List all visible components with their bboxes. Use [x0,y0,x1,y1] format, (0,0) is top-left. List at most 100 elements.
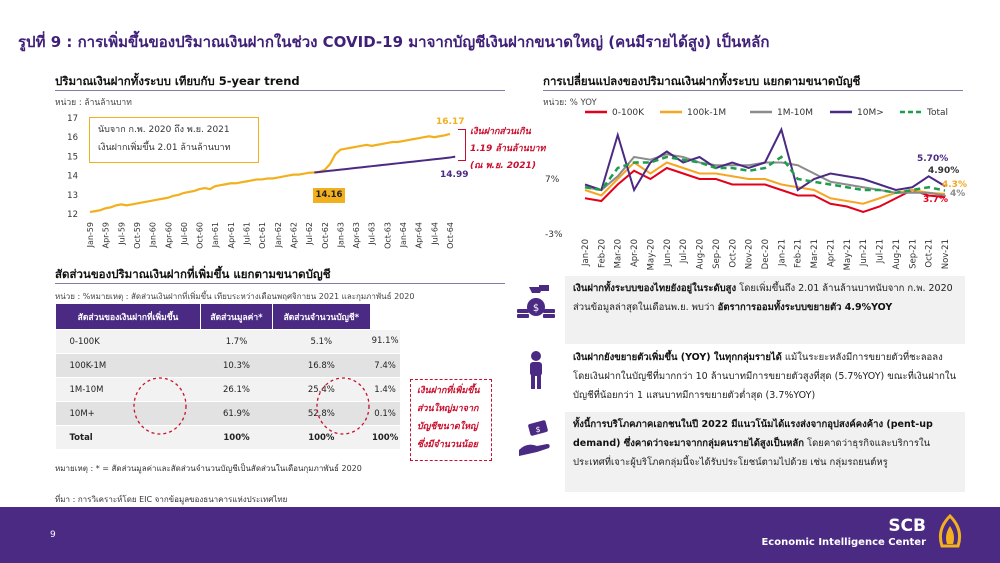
bullet-3-text: โดยคาดว่าธุรกิจและบริการในประเทศที่เจาะผ… [573,438,931,468]
table-cell: 100% [272,425,371,450]
info-box: นับจาก ก.พ. 2020 ถึง พ.ย. 2021 เงินฝากเพ… [89,117,259,163]
deposit-line [89,132,451,214]
table-cell: 26.1% [200,377,273,402]
table-cell: 5.1% [272,329,371,354]
trend-line [314,155,456,174]
y-tick-label: 14 [67,172,78,182]
person-icon [515,350,557,390]
callout-line: ส่วนใหญ่มาจาก [417,404,479,414]
deposit-trend-heading: ปริมาณเงินฝากทั้งระบบ เทียบกับ 5-year tr… [55,74,300,88]
x-tick-label: May-20 [646,239,656,270]
y-tick-label: 7% [545,175,560,185]
x-tick-label: Jul-20 [679,239,689,264]
hand-money-icon: $ [515,420,557,460]
callout-box: เงินฝากที่เพิ่มขึ้น ส่วนใหญ่มาจาก บัญชีข… [410,379,492,461]
x-tick-label: Jan-64 [399,222,408,248]
yoy-heading: การเปลี่ยนแปลงของปริมาณเงินฝากทั้งระบบ แ… [543,74,861,88]
end-value-label: 4% [950,189,965,199]
x-tick-label: Apr-61 [227,222,236,248]
table-header: สัดส่วนมูลค่า* [200,303,273,330]
legend-label: 1M-10M [777,108,813,118]
table-note: หมายเหตุ : * = สัดส่วนมูลค่าและสัดส่วนจำ… [55,464,362,473]
end-value-label: 4.3% [942,180,967,190]
y-tick-label: 17 [67,114,78,124]
table-cell: 91.1% [370,329,400,354]
page-number: 9 [50,530,56,540]
bullet-2: เงินฝากยังขยายตัวเพิ่มขึ้น (YOY) ในทุกกล… [565,345,965,407]
table-cell: 10.3% [200,353,273,378]
y-tick-label: 13 [67,191,78,201]
x-tick-label: Feb-20 [597,239,607,268]
table-row: 100K-1M 10.3% 16.8% 7.4% [55,353,400,378]
x-tick-label: Apr-63 [352,222,361,248]
bullet-2-text: แม้ในระยะหลังมีการขยายตัวที่ชะลอลง โดยเง… [573,352,957,401]
x-tick-label: Jan-61 [211,222,220,248]
end-value-label: 5.70% [917,154,948,164]
table-row: 1M-10M 26.1% 25.4% 1.4% [55,377,400,402]
x-tick-label: Jul-21 [876,239,886,264]
table-cell: 16.8% [272,353,371,378]
yoy-chart: 0-100K 100k-1M 1M-10M 10M> Total 7% -3% Jan-20… [545,108,967,270]
x-tick-label: Aug-20 [696,239,706,269]
table-cell: 10M+ [55,401,201,426]
table-header: สัดส่วนของเงินฝากที่เพิ่มขึ้น [55,303,201,330]
bullet-1-bold2: อัตราการออมทั้งระบบขยายตัว 4.9%YOY [717,302,893,313]
table-cell: 1.4% [370,377,400,402]
table-header: สัดส่วนจำนวนบัญชี* [271,303,371,330]
y-tick-label: 12 [67,210,78,220]
excess-line3: (ณ พ.ย. 2021) [470,161,536,171]
x-tick-label: Sep-21 [908,239,918,269]
x-tick-label: Mar-21 [810,239,820,268]
x-tick-label: Sep-20 [712,239,722,269]
excess-line2: 1.19 ล้านล้านบาท [470,144,546,154]
series-line-Total [584,155,946,195]
info-box-line1: นับจาก ก.พ. 2020 ถึง พ.ย. 2021 [98,125,230,135]
x-tick-label: Apr-62 [289,222,298,248]
legend-label: Total [926,108,948,118]
share-heading: สัดส่วนของปริมาณเงินฝากที่เพิ่มขึ้น แยกต… [55,267,331,281]
table-cell: 7.4% [370,353,400,378]
x-tick-label: Apr-60 [164,222,173,248]
end-value-label: 3.7% [923,195,948,205]
table-cell: 52.8% [272,401,371,426]
bullet-1-text: โดยเพิ่มขึ้นถึง 2.01 ล้านล้านบาทนับจาก ก… [573,283,953,313]
x-tick-label: Jul-63 [368,222,377,246]
excess-line1: เงินฝากส่วนเกิน [470,127,531,137]
x-tick-label: Aug-21 [892,239,902,269]
table-cell: 1.7% [200,329,273,354]
page-title: รูปที่ 9 : การเพิ่มขึ้นของปริมาณเงินฝากใ… [18,33,770,51]
legend-label: 0-100K [612,108,645,118]
svg-text:$: $ [535,425,540,434]
excess-bracket [458,129,466,161]
series-lines [584,126,946,214]
x-tick-label: Nov-20 [745,239,755,269]
legend-label: 100k-1M [687,108,726,118]
x-tick-label: Jan-21 [777,239,787,267]
bullet-2-bold: เงินฝากยังขยายตัวเพิ่มขึ้น (YOY) ในทุกกล… [573,352,782,363]
series-line-0-100K [584,166,946,214]
x-tick-label: Feb-21 [794,239,804,268]
end-value-label: 4.90% [928,166,959,176]
x-tick-label: Apr-20 [630,239,640,267]
x-tick-label: Oct-61 [258,222,267,249]
x-tick-label: Nov-21 [941,239,951,269]
callout-line: บัญชีขนาดใหญ่ [417,422,478,432]
x-tick-label: Jul-59 [117,222,126,246]
scb-brand: SCB [888,516,926,536]
y-tick-label: -3% [545,230,563,240]
legend-label: 10M> [857,108,884,118]
x-tick-label: Jul-60 [180,222,189,246]
x-tick-label: Apr-59 [102,222,111,248]
x-tick-label: Oct-60 [196,222,205,249]
footer-bar [0,507,1000,563]
x-tick-label: Jul-64 [430,222,439,246]
table-row: 10M+ 61.9% 52.8% 0.1% [55,401,400,426]
x-tick-label: Oct-20 [728,239,738,268]
heading-underline [55,90,505,91]
info-box-line2: เงินฝากเพิ่มขึ้น 2.01 ล้านล้านบาท [98,143,231,153]
x-tick-label: Apr-64 [415,222,424,248]
x-tick-label: Jan-62 [274,222,283,248]
start-value-label: 14.16 [313,188,345,203]
x-tick-label: Oct-21 [925,239,935,268]
